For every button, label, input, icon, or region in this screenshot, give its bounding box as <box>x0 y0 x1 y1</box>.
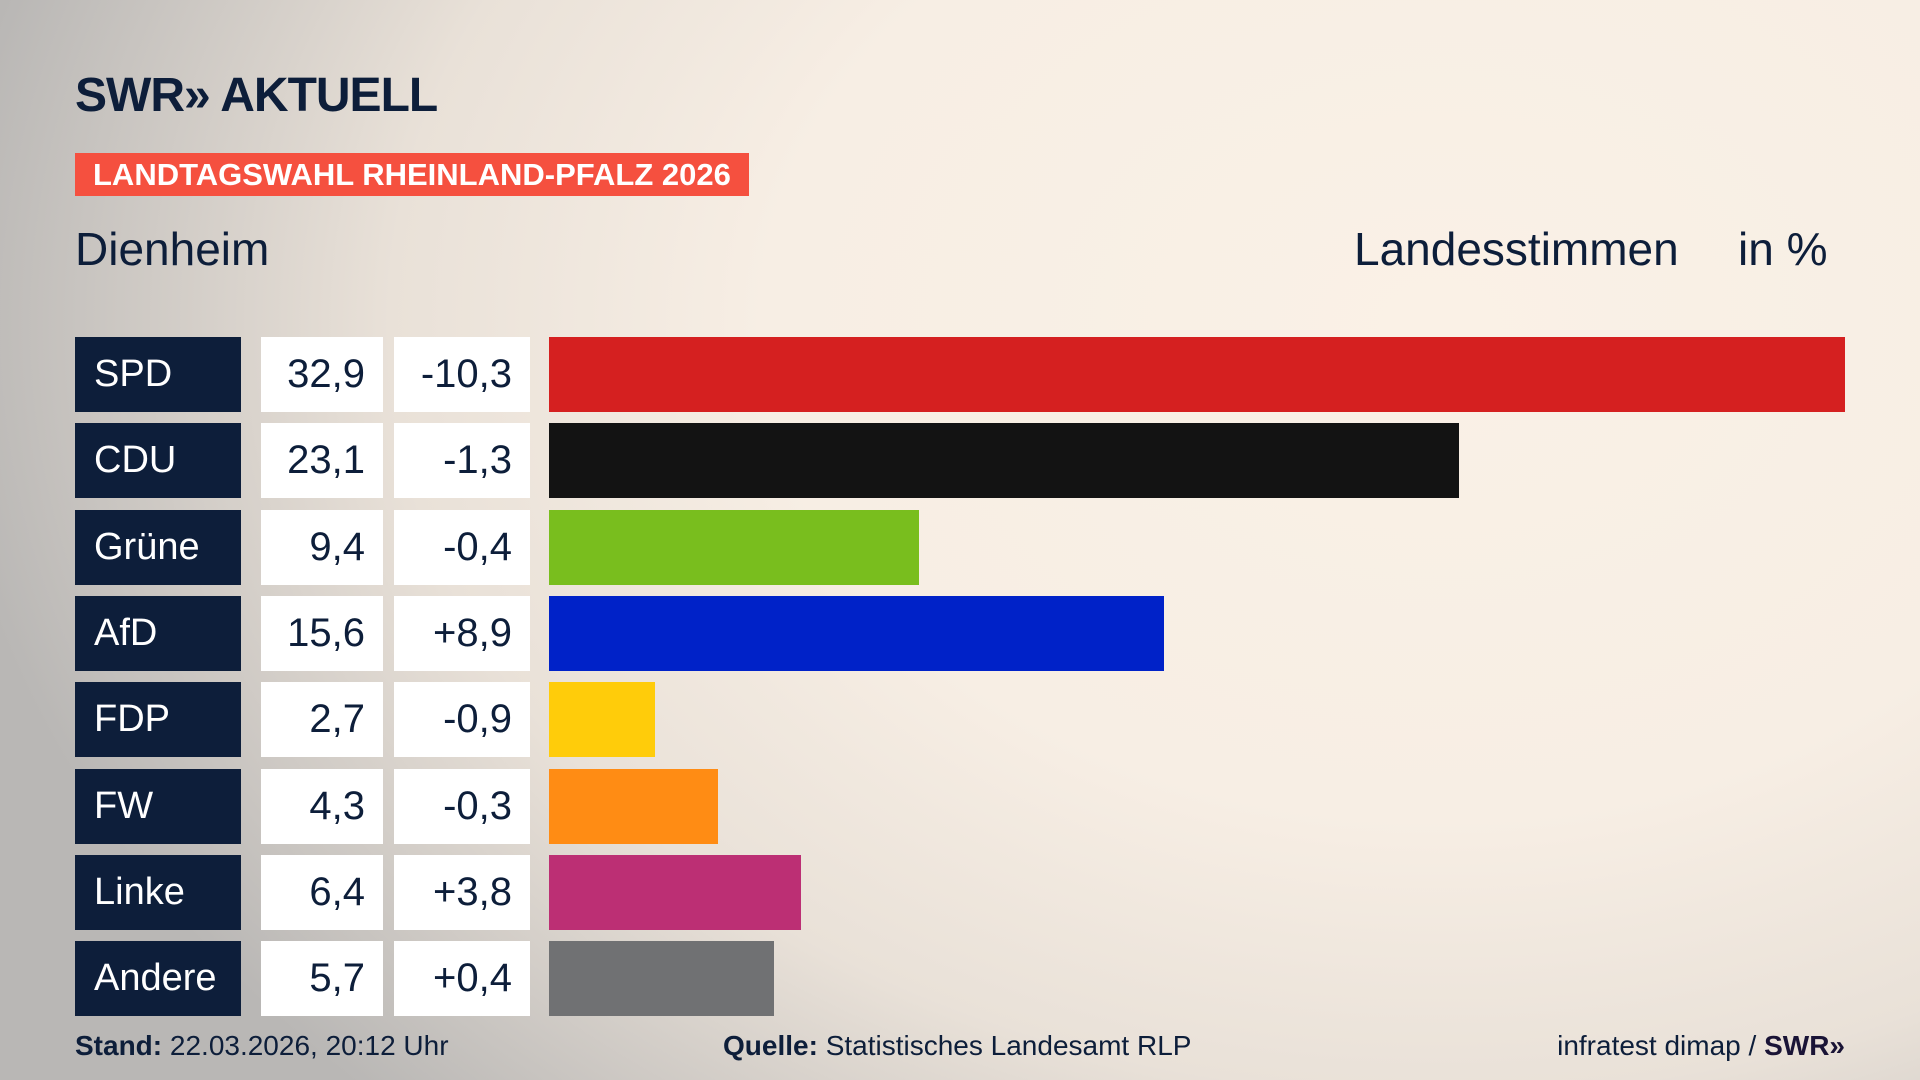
bar-fw <box>549 768 719 844</box>
value-label: 2,7 <box>261 682 383 758</box>
swr-small-logo: SWR» <box>1764 1030 1845 1061</box>
footer-stand: Stand: 22.03.2026, 20:12 Uhr <box>75 1030 449 1062</box>
bar-row-andere: Andere 5,7 +0,4 <box>0 941 1920 1017</box>
value-label: 4,3 <box>261 768 383 844</box>
stand-label: Stand: <box>75 1030 163 1061</box>
change-label: -0,3 <box>394 768 530 844</box>
value-label: 6,4 <box>261 854 383 930</box>
vote-type-label: Landesstimmen <box>1354 223 1679 275</box>
party-label: Grüne <box>75 509 241 585</box>
footer-credit: infratest dimap / SWR» <box>1557 1030 1845 1062</box>
credit-text: infratest dimap / <box>1557 1030 1757 1061</box>
party-label: CDU <box>75 423 241 499</box>
bar-linke <box>549 854 802 930</box>
bar-andere <box>549 941 774 1017</box>
unit-label: in % <box>1738 223 1828 275</box>
bar-cdu <box>549 423 1459 499</box>
bar-fdp <box>549 682 656 758</box>
value-label: 23,1 <box>261 423 383 499</box>
change-label: -0,4 <box>394 509 530 585</box>
bar-spd <box>549 337 1845 412</box>
bar-row-cdu: CDU 23,1 -1,3 <box>0 423 1920 499</box>
change-label: -1,3 <box>394 423 530 499</box>
bar-row-afd: AfD 15,6 +8,9 <box>0 595 1920 671</box>
value-label: 9,4 <box>261 509 383 585</box>
party-label: Linke <box>75 854 241 930</box>
change-label: +8,9 <box>394 595 530 671</box>
bar-row-fdp: FDP 2,7 -0,9 <box>0 682 1920 758</box>
bar-row-fw: FW 4,3 -0,3 <box>0 768 1920 844</box>
change-label: -10,3 <box>394 337 530 412</box>
swr-aktuell-logo: SWR» AKTUELL <box>75 69 438 122</box>
party-label: SPD <box>75 337 241 412</box>
change-label: -0,9 <box>394 682 530 758</box>
bar-row-linke: Linke 6,4 +3,8 <box>0 854 1920 930</box>
value-label: 32,9 <box>261 337 383 412</box>
party-label: FW <box>75 768 241 844</box>
election-banner: LANDTAGSWAHL RHEINLAND-PFALZ 2026 <box>75 153 749 196</box>
value-label: 15,6 <box>261 595 383 671</box>
party-label: Andere <box>75 941 241 1017</box>
party-label: FDP <box>75 682 241 758</box>
source-label: Quelle: <box>723 1030 818 1061</box>
party-label: AfD <box>75 595 241 671</box>
bar-row-grüne: Grüne 9,4 -0,4 <box>0 509 1920 585</box>
footer-source: Quelle: Statistisches Landesamt RLP <box>723 1030 1191 1062</box>
change-label: +0,4 <box>394 941 530 1017</box>
place-title: Dienheim <box>75 223 270 275</box>
bar-afd <box>549 595 1164 671</box>
source-value: Statistisches Landesamt RLP <box>825 1030 1192 1061</box>
bar-row-spd: SPD 32,9 -10,3 <box>0 337 1920 412</box>
stand-value: 22.03.2026, 20:12 Uhr <box>169 1030 449 1061</box>
change-label: +3,8 <box>394 854 530 930</box>
bar-grüne <box>549 509 920 585</box>
value-label: 5,7 <box>261 941 383 1017</box>
